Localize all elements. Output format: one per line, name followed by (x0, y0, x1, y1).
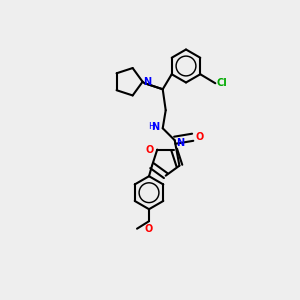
Text: N: N (152, 122, 160, 132)
Text: O: O (145, 224, 153, 234)
Text: O: O (195, 132, 203, 142)
Text: Cl: Cl (217, 78, 227, 88)
Text: N: N (143, 77, 151, 87)
Text: N: N (176, 138, 184, 148)
Text: O: O (146, 145, 154, 154)
Text: H: H (148, 122, 155, 131)
